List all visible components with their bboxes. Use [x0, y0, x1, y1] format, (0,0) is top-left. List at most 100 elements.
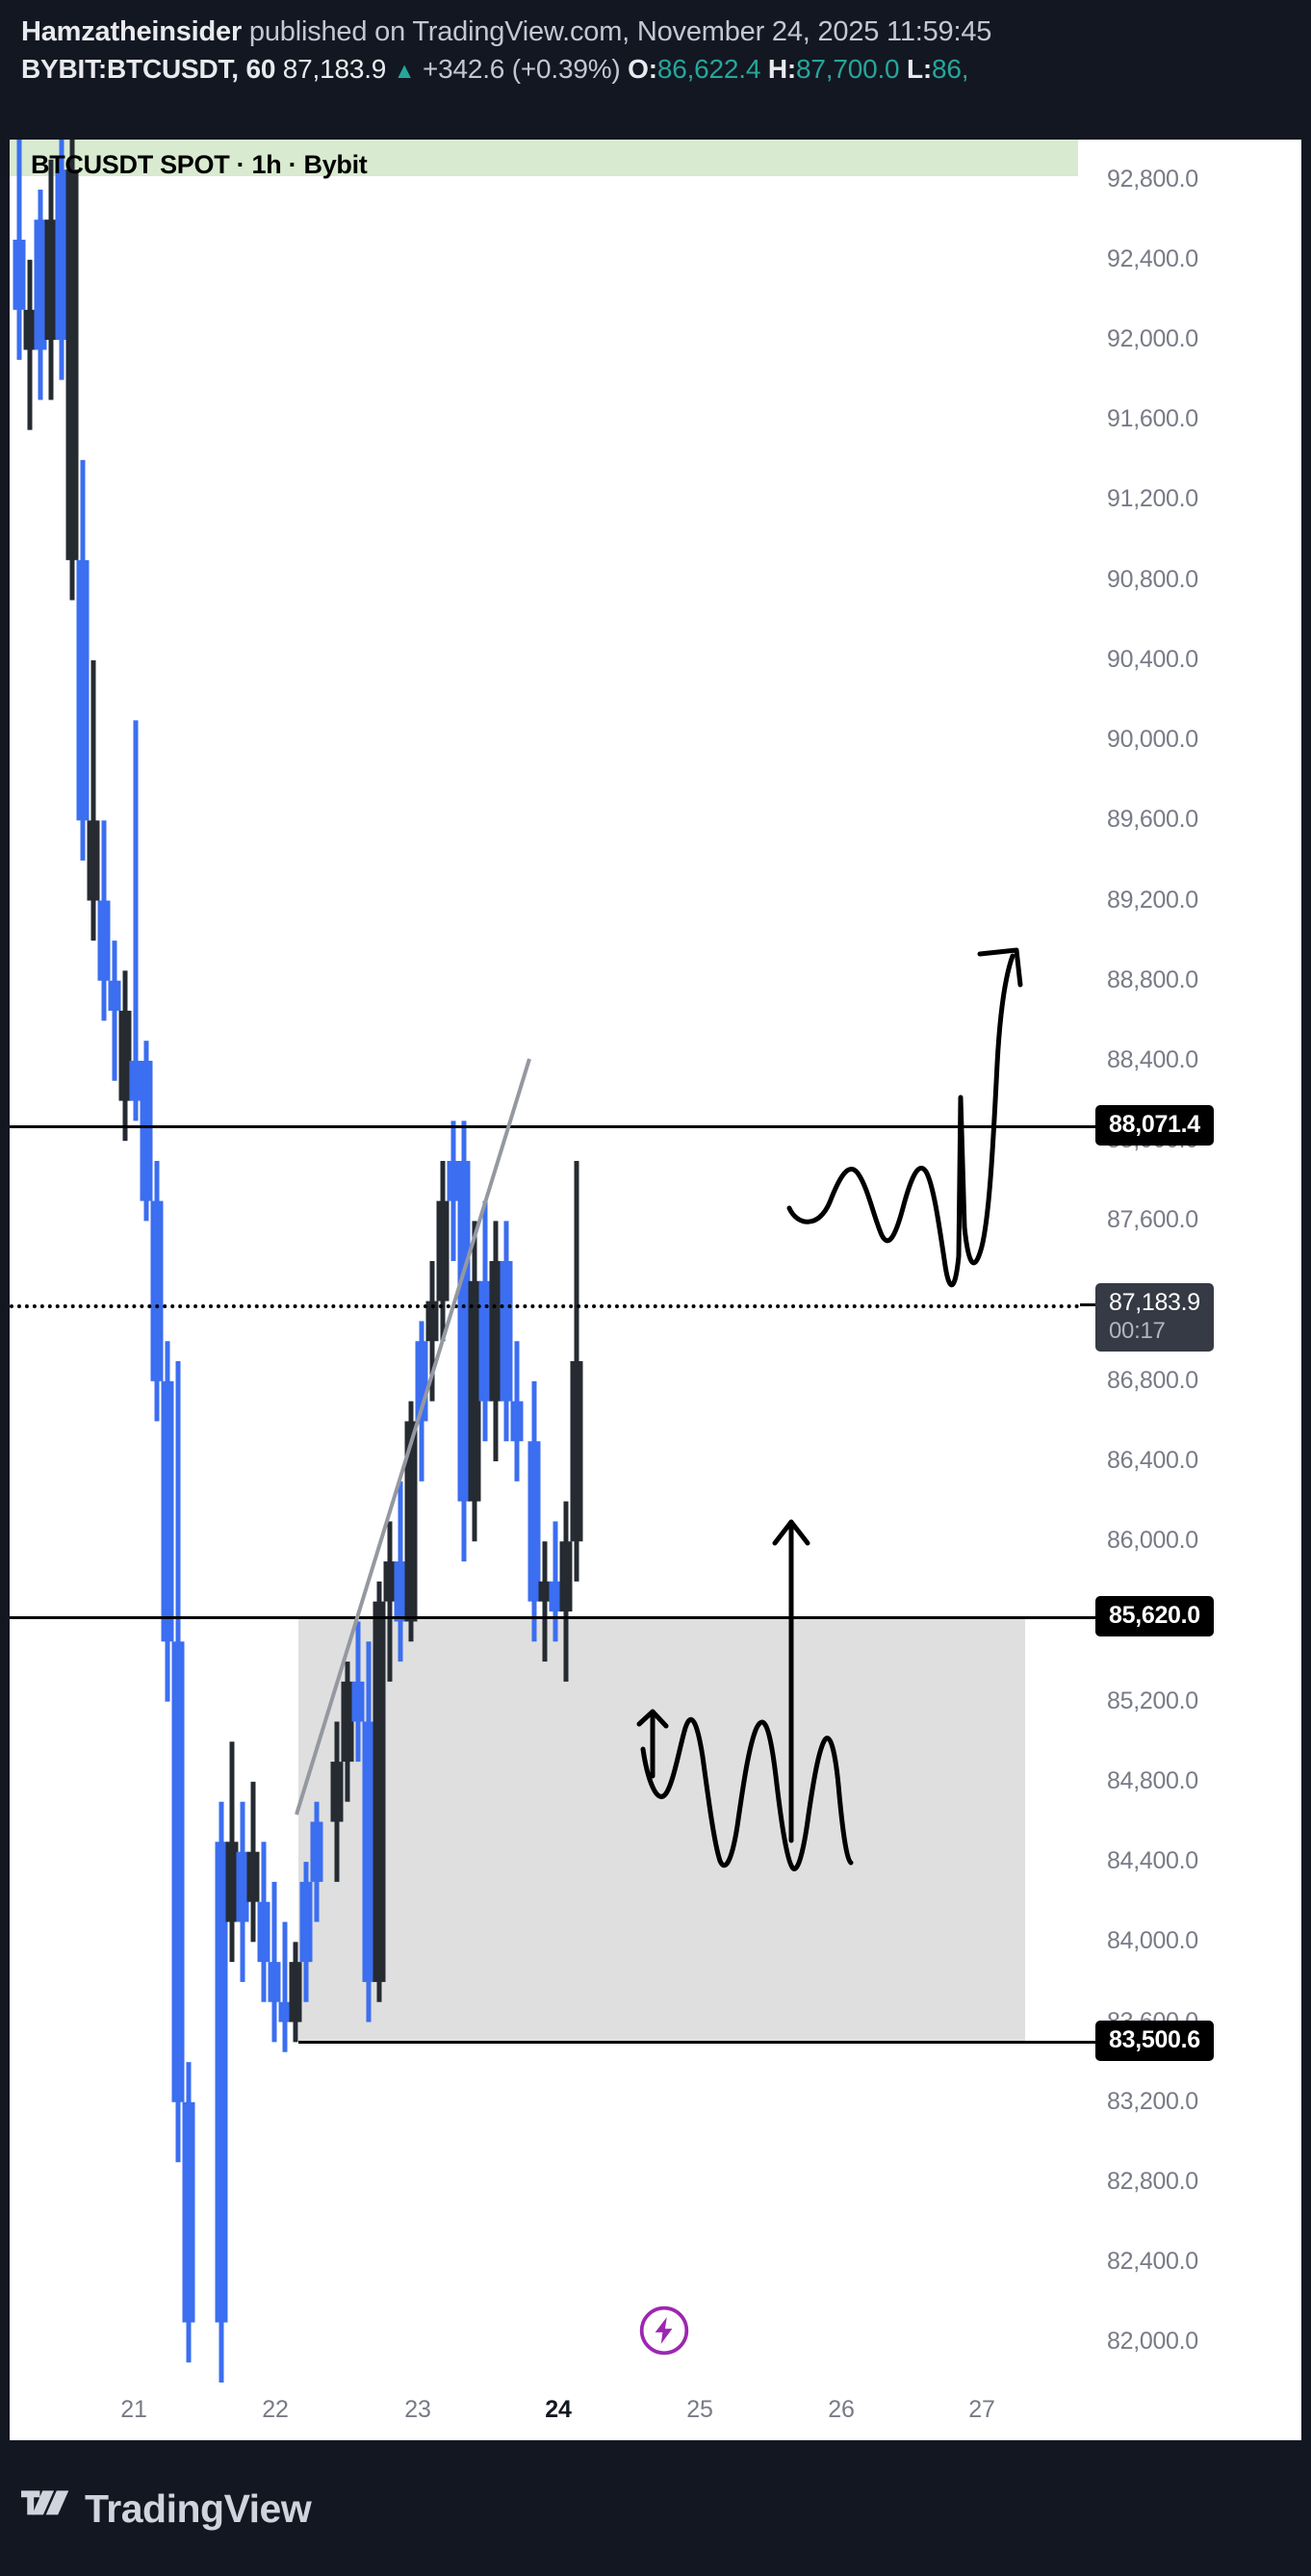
candle: [97, 820, 111, 1021]
bar-countdown: 00:17: [1109, 1317, 1166, 1344]
price-axis-tick: 86,400.0: [1107, 1447, 1198, 1475]
candle: [87, 659, 100, 941]
chart-frame[interactable]: BTCUSDT SPOT · 1h · Bybit: [10, 140, 1301, 2440]
resistance-level-stub: [1080, 1125, 1097, 1129]
price-axis-tick: 87,600.0: [1107, 1206, 1198, 1234]
time-axis-tick: 26: [828, 2396, 855, 2423]
price-axis-tick: 84,800.0: [1107, 1766, 1198, 1794]
time-axis-tick: 24: [545, 2396, 572, 2423]
price-axis-tick: 82,000.0: [1107, 2328, 1198, 2356]
price-axis-tick: 86,000.0: [1107, 1527, 1198, 1555]
time-axis-tick: 27: [968, 2396, 995, 2423]
candle: [23, 259, 37, 430]
candle: [118, 970, 132, 1142]
candle: [161, 1341, 174, 1702]
chart-plot-area[interactable]: BTCUSDT SPOT · 1h · Bybit: [10, 140, 1080, 2383]
tradingview-logo-icon: [21, 2489, 69, 2528]
current-price-line: [10, 1303, 1080, 1308]
candle: [129, 720, 142, 1121]
price-axis-tick: 83,200.0: [1107, 2087, 1198, 2115]
candle: [65, 140, 79, 601]
price-scale-axis[interactable]: 92,800.0 92,400.0 92,000.0 91,600.0 91,200.0…: [1080, 140, 1301, 2383]
time-axis-tick: 21: [120, 2396, 147, 2423]
price-axis-tick: 82,800.0: [1107, 2167, 1198, 2195]
lightning-bolt-icon[interactable]: [637, 2304, 691, 2357]
chart-header: Hamzatheinsider published on TradingView…: [0, 0, 1311, 130]
candle: [268, 1881, 281, 2043]
candle: [236, 1801, 249, 1982]
price-axis-tick: 85,200.0: [1107, 1687, 1198, 1714]
symbol-ticker[interactable]: BYBIT:BTCUSDT, 60: [21, 54, 276, 84]
price-axis-tick: 82,400.0: [1107, 2248, 1198, 2276]
candle: [182, 2062, 195, 2363]
symbol-ohlc-line: BYBIT:BTCUSDT, 60 87,183.9 ▲ +342.6 (+0.…: [21, 53, 1311, 87]
price-axis-tick: 92,800.0: [1107, 165, 1198, 193]
price-axis-tick: 92,400.0: [1107, 245, 1198, 272]
candle: [527, 1380, 541, 1642]
candle: [310, 1801, 323, 1922]
candle: [171, 1361, 185, 2163]
publish-meta: published on TradingView.com, November 2…: [242, 16, 992, 47]
candle: [257, 1842, 270, 2002]
candle: [373, 1581, 386, 2002]
price-axis-tick: 91,200.0: [1107, 485, 1198, 513]
chart-footer: TradingView: [0, 2441, 1311, 2576]
last-price: 87,183.9: [282, 54, 387, 84]
price-axis-tick: 92,000.0: [1107, 325, 1198, 353]
candle: [140, 1041, 153, 1222]
support-level-stub: [1080, 1616, 1097, 1620]
candle: [44, 159, 58, 400]
price-axis-tick: 89,600.0: [1107, 806, 1198, 834]
time-scale-axis[interactable]: 21 22 23 24 25 26 27: [10, 2383, 1301, 2440]
chart-legend-label: BTCUSDT SPOT · 1h · Bybit: [31, 150, 368, 179]
open-value: 86,622.4: [656, 54, 761, 84]
candle: [76, 459, 90, 861]
session-highlight-band: [10, 140, 1078, 176]
low-label: L:: [907, 54, 933, 84]
candle: [55, 140, 68, 380]
candle: [246, 1781, 260, 1943]
candle: [150, 1160, 164, 1422]
open-label: O:: [628, 54, 657, 84]
high-label: H:: [767, 54, 797, 84]
price-axis-tick: 86,800.0: [1107, 1366, 1198, 1394]
candle: [570, 1160, 583, 1582]
candle: [538, 1541, 552, 1662]
candle: [299, 1862, 313, 2002]
price-axis-tick: 91,600.0: [1107, 405, 1198, 433]
publish-credit-line: Hamzatheinsider published on TradingView…: [21, 15, 1311, 48]
current-price-value: 87,183.9: [1109, 1288, 1200, 1316]
resistance-line[interactable]: [10, 1124, 1080, 1128]
current-price-badge[interactable]: 87,183.9 00:17: [1095, 1282, 1214, 1352]
support-line[interactable]: [10, 1615, 1080, 1619]
candle: [404, 1401, 418, 1642]
time-axis-tick: 25: [686, 2396, 713, 2423]
high-value: 87,700.0: [796, 54, 900, 84]
price-axis-tick: 84,400.0: [1107, 1847, 1198, 1875]
lower-support-line[interactable]: [298, 2040, 1080, 2044]
resistance-level-badge[interactable]: 88,071.4: [1095, 1105, 1214, 1146]
price-axis-tick: 90,800.0: [1107, 565, 1198, 593]
price-axis-tick: 84,000.0: [1107, 1927, 1198, 1955]
author-name: Hamzatheinsider: [21, 16, 243, 47]
price-axis-tick: 90,000.0: [1107, 726, 1198, 754]
price-axis-tick: 90,400.0: [1107, 645, 1198, 673]
current-price-stub: [1080, 1302, 1097, 1306]
price-axis-tick: 88,800.0: [1107, 966, 1198, 993]
low-value: 86,: [932, 54, 969, 84]
candle: [225, 1741, 239, 1963]
lower-support-level-badge[interactable]: 83,500.6: [1095, 2021, 1214, 2062]
candle: [289, 1942, 302, 2043]
price-axis-tick: 89,200.0: [1107, 886, 1198, 914]
time-axis-tick: 22: [262, 2396, 289, 2423]
tradingview-brand[interactable]: TradingView: [21, 2486, 312, 2532]
candle: [278, 1921, 292, 2052]
candle: [108, 940, 121, 1081]
triangle-up-icon: ▲: [393, 58, 416, 83]
price-change: +342.6 (+0.39%): [422, 54, 621, 84]
support-level-badge[interactable]: 85,620.0: [1095, 1596, 1214, 1637]
candle: [549, 1521, 562, 1642]
candle: [559, 1501, 573, 1682]
candle: [34, 190, 47, 400]
candle: [215, 1801, 228, 2383]
